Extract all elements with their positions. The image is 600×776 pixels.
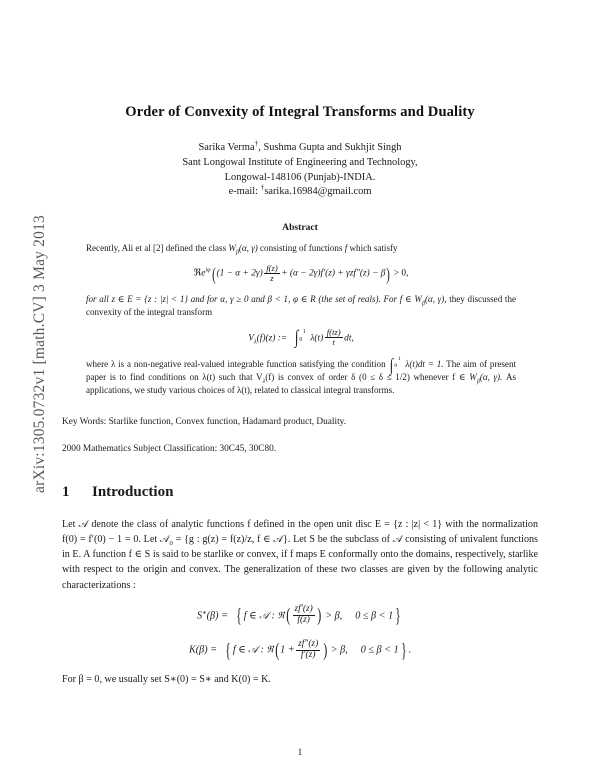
introduction-body: Let 𝒜 denote the class of analytic funct… xyxy=(62,517,538,593)
page-title: Order of Convexity of Integral Transform… xyxy=(125,104,475,120)
function-f: f xyxy=(344,243,348,254)
eq1-relation: > 0, xyxy=(393,268,409,279)
eq-k-frac-numerator: zf″(z) xyxy=(298,638,319,649)
equation-integral-transform: Vλ(f)(z) := ∫ 1 0 λ(t) f(tz) t dt, xyxy=(248,327,354,349)
address: Longowal-148106 (Punjab)-INDIA. xyxy=(224,171,376,183)
dagger-marker-email: † xyxy=(260,182,265,192)
class-symbol-w-3-args: (α, γ). xyxy=(479,371,503,382)
abstract-p3-d: As applications, we study various choice… xyxy=(86,371,517,395)
eq2-frac-denominator: t xyxy=(324,337,343,347)
abstract-paragraph-3: where λ is a non-negative real-valued in… xyxy=(86,354,517,395)
email-label: e-mail: xyxy=(228,186,258,198)
eq1-frac-denominator: z xyxy=(264,272,280,283)
eq1-re: ℜ xyxy=(193,268,202,279)
section-heading-introduction: 1 Introduction xyxy=(62,484,538,501)
class-symbol-w-2: W xyxy=(414,294,422,305)
class-symbol-w-3-sub: β xyxy=(476,378,480,385)
eq1-exp: iφ xyxy=(205,266,211,274)
equation-convex-class: K(β) ={f ∈ 𝒜 : ℜ(1 + zf″(z) f′(z)) > β, 0 ≤… xyxy=(188,638,412,663)
dagger-marker-author: † xyxy=(254,138,259,148)
abstract-p1-a: Recently, Ali et al [2] defined the clas… xyxy=(86,243,227,254)
p3-int-upper: 1 xyxy=(397,355,401,362)
class-symbol-w-2-args: (α, γ), xyxy=(424,294,447,305)
abstract-heading: Abstract xyxy=(282,222,318,234)
eq2-frac-numerator: f(tz) xyxy=(326,327,341,338)
eq2-lhs: V xyxy=(248,333,254,344)
abstract-p3-a: where λ is a non-negative real-valued in… xyxy=(86,358,386,369)
eq-k-fraction: zf″(z) f′(z) xyxy=(296,638,321,661)
intro-a: Let 𝒜 denote the class of analytic funct… xyxy=(62,518,538,546)
author-rest: , Sushma Gupta and Sukhjit Singh xyxy=(258,142,402,153)
msc-classification-line: 2000 Mathematics Subject Classification:… xyxy=(62,443,277,454)
class-symbol-w: W xyxy=(228,243,236,254)
introduction-paragraph-1: Let 𝒜 denote the class of analytic funct… xyxy=(62,517,538,593)
eq1-frac-numerator: f(z) xyxy=(266,262,278,273)
abstract-paragraph-1: Recently, Ali et al [2] defined the clas… xyxy=(86,242,516,256)
class-symbol-w-3: W xyxy=(469,371,477,382)
abstract-body: Recently, Ali et al [2] defined the clas… xyxy=(86,242,516,397)
eq-star-lhs-args: (β) = xyxy=(206,610,228,622)
eq-k-range: 0 ≤ β < 1 xyxy=(360,645,399,657)
paper-page: Order of Convexity of Integral Transform… xyxy=(62,0,538,776)
class-symbol-w-args: (α, γ) xyxy=(238,243,258,254)
eq2-lambda: λ(t) xyxy=(310,333,324,344)
section-title: Introduction xyxy=(92,483,174,500)
eq-k-lhs: K(β) = xyxy=(188,645,218,657)
eq-k-relation: > β, xyxy=(330,645,348,657)
class-symbol-w-2-sub: β xyxy=(421,301,425,308)
author-names: Sarika Verma†, Sushma Gupta and Sukhjit … xyxy=(62,138,538,156)
eq1-e: e xyxy=(201,268,206,279)
eq1-term1: (1 − α + 2γ) xyxy=(216,268,263,279)
closing-statement: For β = 0, we usually set S∗(0) = S∗ and… xyxy=(62,674,271,686)
abstract-p2-b: they discussed the convexity of the inte… xyxy=(86,294,516,318)
arxiv-stamp-text: arXiv:1305.0732v1 [math.CV] 3 May 2013 xyxy=(31,215,48,493)
eq2-fraction: f(tz) t xyxy=(324,327,343,347)
intro-a-sub: 0 xyxy=(169,540,173,548)
eq-star-condition: f ∈ 𝒜 : ℜ xyxy=(243,610,285,622)
email-line: e-mail: †sarika.16984@gmail.com xyxy=(62,182,538,200)
eq-k-condition: f ∈ 𝒜 : ℜ xyxy=(232,645,274,657)
abstract-p1-b: consisting of functions xyxy=(260,243,343,254)
eq1-fraction: f(z) z xyxy=(264,262,280,283)
eq-k-one: 1 + xyxy=(280,645,295,657)
affiliation: Sant Longowal Institute of Engineering a… xyxy=(182,156,418,168)
p3-int-body: λ(t)dt = 1. xyxy=(405,358,444,369)
eq2-lhs-args: (f)(z) := xyxy=(256,333,288,344)
page-number: 1 xyxy=(297,748,303,758)
abstract-p2-a: for all z ∈ E = {z : |z| < 1} and for α,… xyxy=(86,294,412,305)
eq1-term2: + (α − 2γ)f′(z) + γzf″(z) − β xyxy=(281,268,386,279)
p3-int-lower: 0 xyxy=(394,363,398,370)
eq2-int-lower: 0 xyxy=(299,336,303,343)
abstract-p3-b: The aim of present paper is to find cond… xyxy=(86,358,516,382)
eq2-dt: dt, xyxy=(344,333,354,344)
eq-k-frac-denominator: f′(z) xyxy=(296,649,321,661)
equation-starlike-class: S∗(β) ={f ∈ 𝒜 : ℜ(zf′(z) f(z)) > β, 0 ≤ β … xyxy=(196,604,401,628)
author-first: Sarika Verma xyxy=(198,142,255,153)
arxiv-stamp: arXiv:1305.0732v1 [math.CV] 3 May 2013 xyxy=(0,0,56,776)
section-number: 1 xyxy=(62,483,70,500)
eq-star-frac-denominator: f(z) xyxy=(292,615,315,626)
authors-block: Sarika Verma†, Sushma Gupta and Sukhjit … xyxy=(62,138,538,200)
eq-star-range: 0 ≤ β < 1 xyxy=(355,610,394,622)
intro-b: = {g : g(z) = f(z)/z, f ∈ 𝒜}. Let S be t… xyxy=(62,534,538,591)
eq-star-lhs: S xyxy=(196,610,203,622)
keywords-line: Key Words: Starlike function, Convex fun… xyxy=(62,416,347,427)
class-symbol-w-sub: β xyxy=(235,249,239,256)
abstract-paragraph-2: for all z ∈ E = {z : |z| < 1} and for α,… xyxy=(86,293,516,319)
email-address: sarika.16984@gmail.com xyxy=(264,186,372,198)
eq2-int-upper: 1 xyxy=(302,329,306,336)
abstract-p3-c: (f) is convex of order δ (0 ≤ δ ≤ 1/2) w… xyxy=(265,371,466,382)
equation-class-definition: ℜeiφ((1 − α + 2γ) f(z) z + (α − 2γ)f′(z) + … xyxy=(193,262,409,285)
eq-k-period: . xyxy=(408,645,412,657)
eq-star-lhs-sup: ∗ xyxy=(202,608,207,616)
eq-star-fraction: zf′(z) f(z) xyxy=(292,604,315,626)
eq-star-frac-numerator: zf′(z) xyxy=(294,604,313,615)
eq-star-relation: > β, xyxy=(325,610,343,622)
abstract-p3-sub: λ xyxy=(262,378,266,385)
eq2-lhs-sub: λ xyxy=(253,338,257,346)
abstract-p1-c: which satisfy xyxy=(349,243,398,254)
